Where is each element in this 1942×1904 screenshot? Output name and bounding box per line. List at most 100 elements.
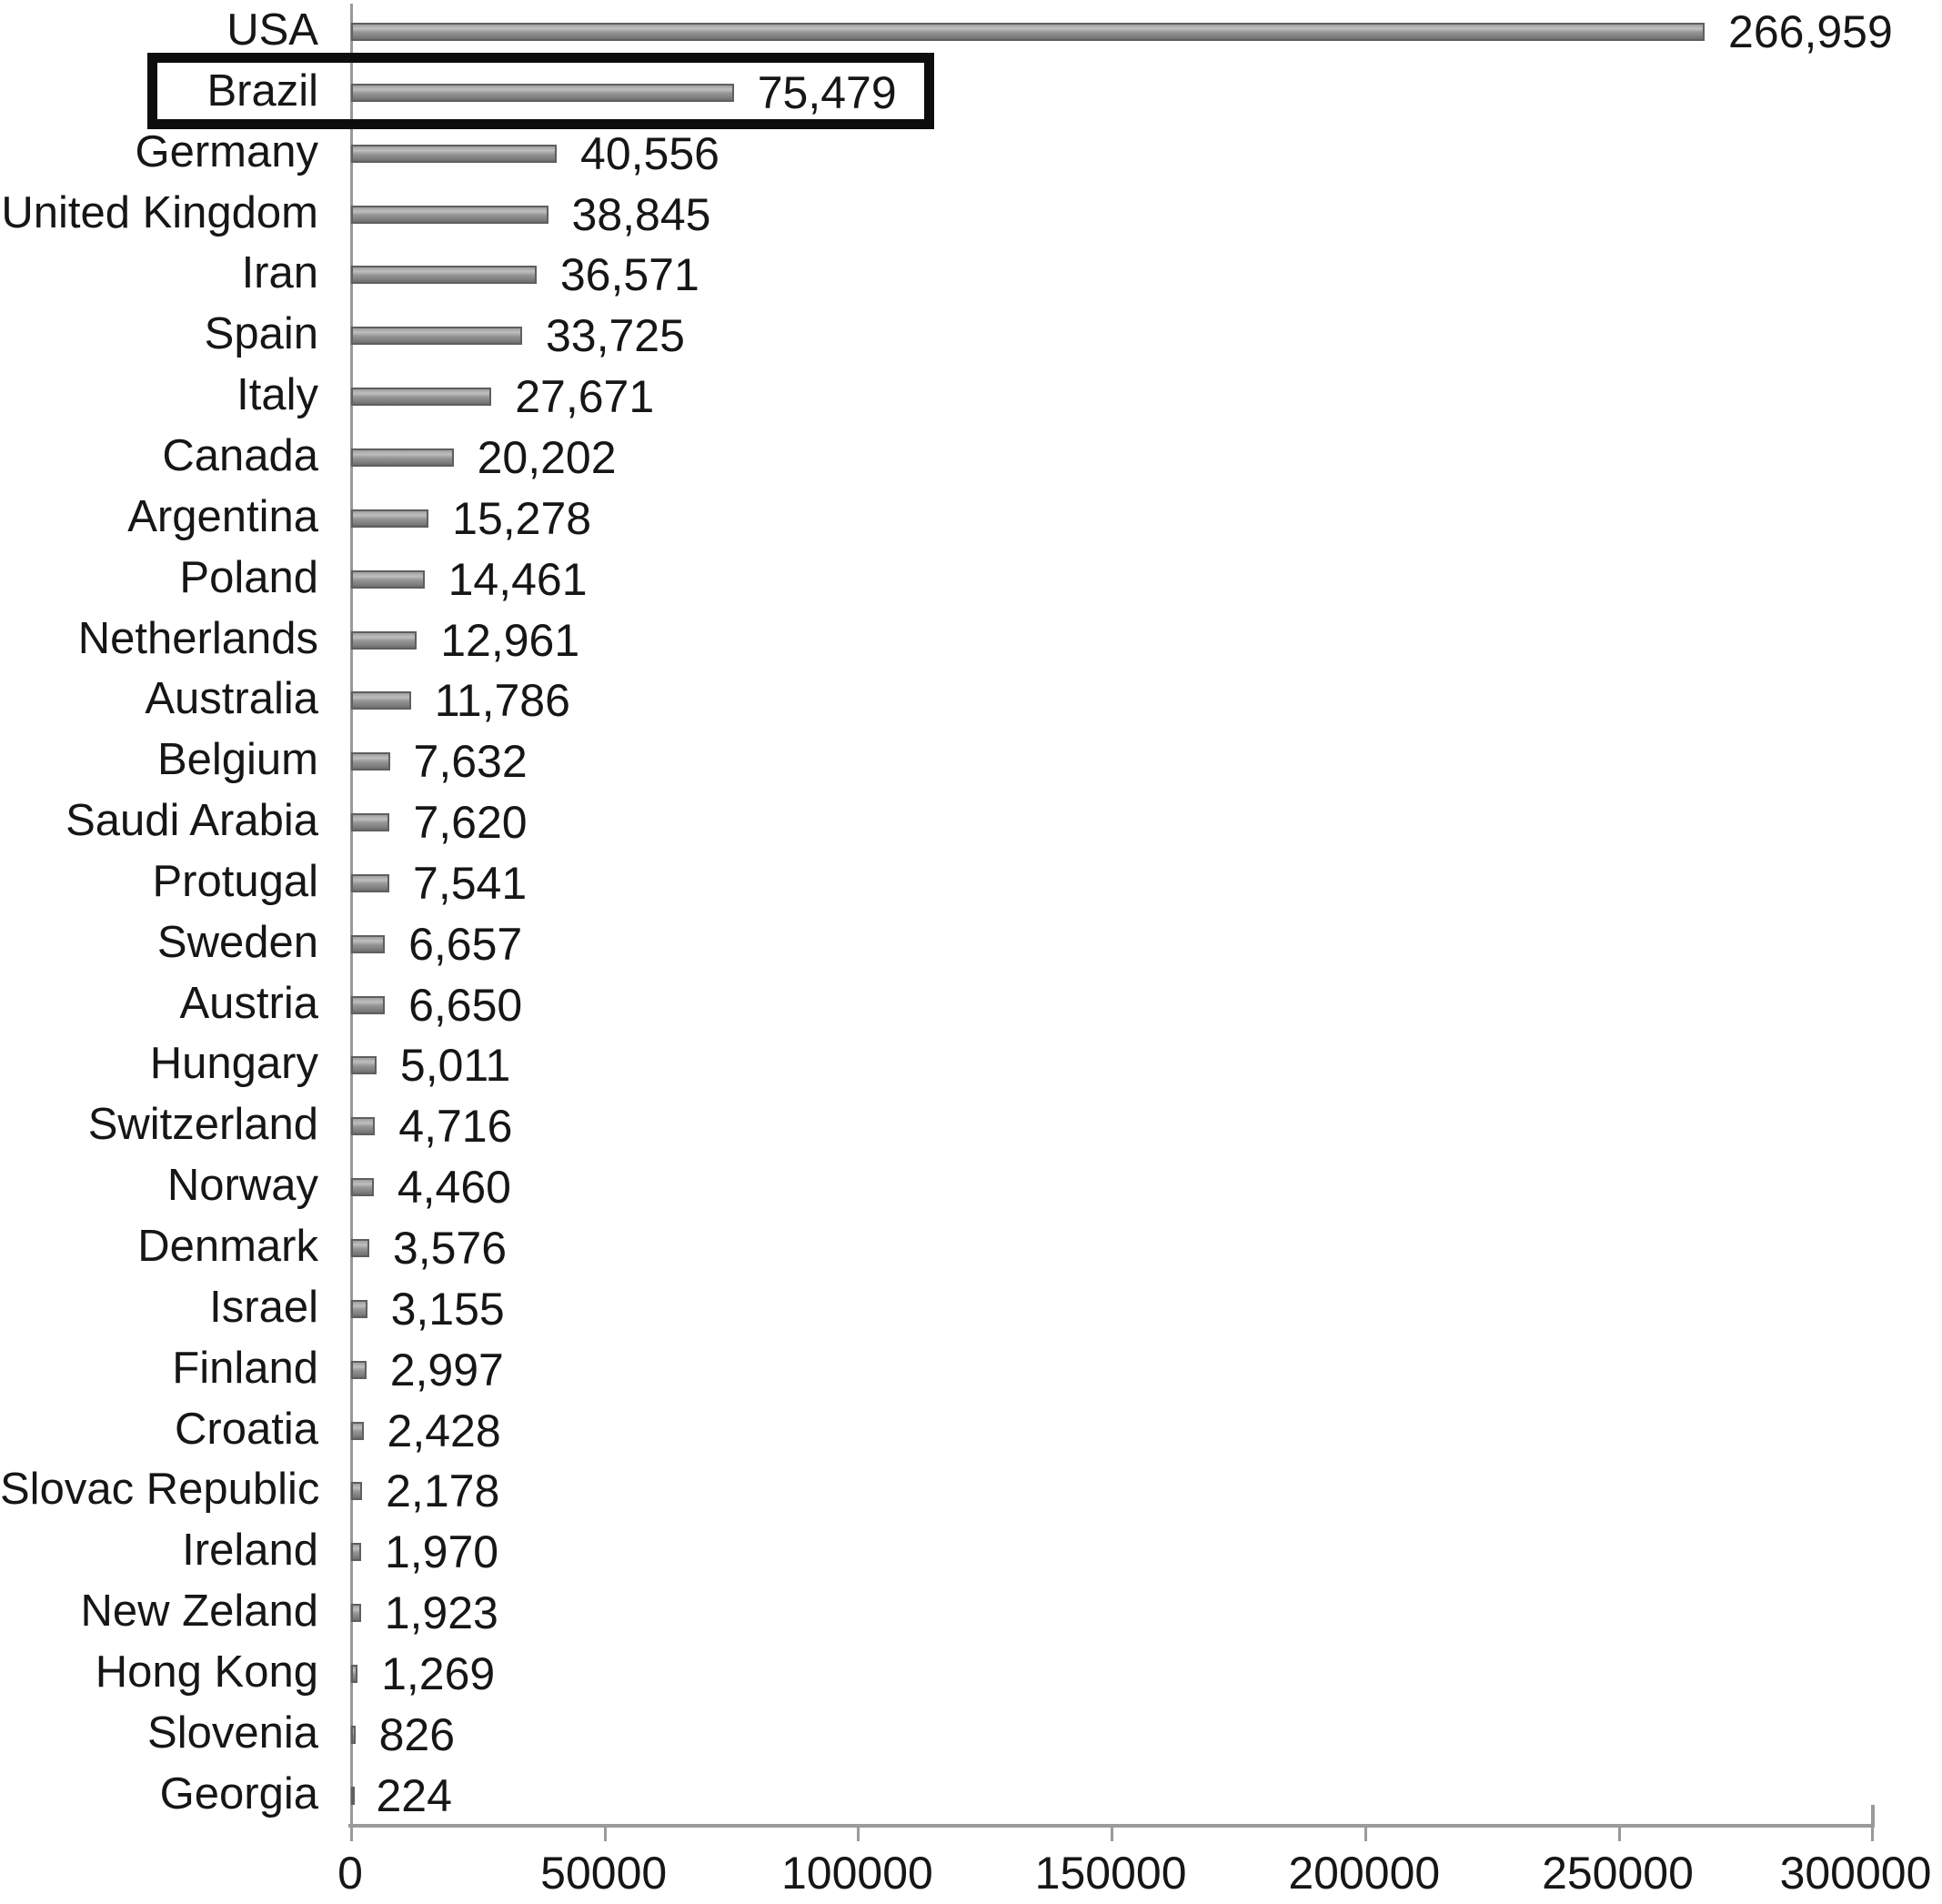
value-label-new-zeland: 1,923 <box>384 1587 498 1639</box>
bar-sweden <box>351 934 386 953</box>
country-label-united-kingdom: United Kingdom <box>1 187 318 237</box>
country-label-sweden: Sweden <box>156 917 318 967</box>
value-label-canada: 20,202 <box>477 431 617 483</box>
country-label-georgia: Georgia <box>159 1768 318 1818</box>
x-axis-line <box>348 1824 1876 1828</box>
bar-finland <box>351 1360 367 1379</box>
value-label-belgium: 7,632 <box>413 736 528 788</box>
value-label-saudi-arabia: 7,620 <box>413 797 528 849</box>
value-label-slovenia: 826 <box>378 1708 456 1760</box>
bar-croatia <box>351 1421 364 1440</box>
bar-israel <box>351 1299 367 1318</box>
value-label-australia: 11,786 <box>434 675 570 727</box>
x-axis-tick-50000 <box>603 1828 607 1841</box>
bar-slovenia <box>351 1725 356 1744</box>
country-label-belgium: Belgium <box>156 735 318 785</box>
bar-austria <box>351 995 386 1014</box>
value-label-germany: 40,556 <box>580 127 719 179</box>
bar-denmark <box>351 1239 369 1257</box>
value-label-spain: 33,725 <box>545 310 685 362</box>
value-label-hong-kong: 1,269 <box>381 1647 496 1699</box>
x-axis-end-cap <box>1871 1805 1876 1825</box>
value-label-poland: 14,461 <box>448 553 588 605</box>
bar-spain <box>351 327 522 346</box>
country-label-hong-kong: Hong Kong <box>95 1647 318 1697</box>
bar-usa <box>351 23 1706 41</box>
value-label-sweden: 6,657 <box>408 918 523 970</box>
x-axis-tick-label-50000: 50000 <box>540 1848 668 1899</box>
value-label-united-kingdom: 38,845 <box>571 188 711 240</box>
x-axis-tick-200000 <box>1363 1828 1367 1841</box>
country-label-austria: Austria <box>179 978 318 1028</box>
country-label-croatia: Croatia <box>175 1404 318 1454</box>
country-label-switzerland: Switzerland <box>87 1100 318 1150</box>
bar-norway <box>351 1178 374 1197</box>
bar-hong-kong <box>351 1664 358 1683</box>
country-label-brazil: Brazil <box>206 65 318 116</box>
bar-ireland <box>351 1543 361 1562</box>
bar-new-zeland <box>351 1604 361 1623</box>
bar-argentina <box>351 509 429 528</box>
bar-poland <box>351 569 425 589</box>
bar-slovac-republic <box>351 1482 363 1501</box>
bar-italy <box>351 388 492 407</box>
x-axis-tick-0 <box>350 1828 353 1841</box>
bar-united-kingdom <box>351 205 548 224</box>
country-label-argentina: Argentina <box>127 491 318 541</box>
bar-canada <box>351 448 454 467</box>
value-label-netherlands: 12,961 <box>440 614 580 666</box>
bar-saudi-arabia <box>351 813 390 832</box>
x-axis-tick-label-100000: 100000 <box>780 1848 933 1899</box>
bar-germany <box>351 144 558 163</box>
value-label-israel: 3,155 <box>390 1283 505 1335</box>
country-label-israel: Israel <box>209 1282 318 1332</box>
bar-hungary <box>351 1056 377 1075</box>
value-label-croatia: 2,428 <box>387 1405 501 1456</box>
country-label-netherlands: Netherlands <box>77 613 318 663</box>
value-label-slovac-republic: 2,178 <box>386 1466 500 1517</box>
value-label-georgia: 224 <box>376 1769 452 1821</box>
country-label-spain: Spain <box>204 309 318 359</box>
value-label-argentina: 15,278 <box>452 492 592 544</box>
value-label-iran: 36,571 <box>559 249 699 301</box>
country-label-poland: Poland <box>179 552 318 602</box>
value-label-ireland: 1,970 <box>384 1526 499 1578</box>
country-label-slovenia: Slovenia <box>147 1708 318 1758</box>
x-axis-tick-250000 <box>1617 1828 1621 1841</box>
country-label-saudi-arabia: Saudi Arabia <box>65 796 318 846</box>
country-label-canada: Canada <box>162 430 318 480</box>
value-label-brazil: 75,479 <box>757 66 897 118</box>
value-label-norway: 4,460 <box>397 1162 511 1214</box>
x-axis-tick-300000 <box>1871 1828 1875 1841</box>
bar-iran <box>351 266 537 285</box>
value-label-finland: 2,997 <box>389 1344 504 1395</box>
country-label-italy: Italy <box>236 370 318 420</box>
country-label-protugal: Protugal <box>152 856 318 906</box>
country-label-hungary: Hungary <box>149 1039 318 1089</box>
country-label-slovac-republic: Slovac Republic <box>0 1465 320 1515</box>
country-label-denmark: Denmark <box>137 1222 318 1271</box>
y-axis-line <box>350 4 353 1828</box>
bar-switzerland <box>351 1117 376 1136</box>
bar-netherlands <box>351 630 418 650</box>
country-label-finland: Finland <box>172 1343 318 1393</box>
value-label-hungary: 5,011 <box>399 1040 511 1092</box>
bar-belgium <box>351 752 390 771</box>
x-axis-tick-label-0: 0 <box>337 1848 363 1899</box>
x-axis-tick-100000 <box>857 1828 860 1841</box>
country-label-germany: Germany <box>135 126 318 176</box>
country-label-new-zeland: New Zeland <box>80 1587 318 1637</box>
country-label-usa: USA <box>226 5 318 55</box>
x-axis-tick-label-300000: 300000 <box>1779 1848 1932 1899</box>
country-label-ireland: Ireland <box>182 1526 318 1576</box>
brazil-highlight-box <box>147 52 934 129</box>
value-label-denmark: 3,576 <box>392 1223 508 1274</box>
bar-georgia <box>351 1786 355 1805</box>
x-axis-tick-label-250000: 250000 <box>1542 1848 1694 1899</box>
value-label-usa: 266,959 <box>1728 6 1893 57</box>
bar-australia <box>351 691 411 710</box>
x-axis-tick-label-200000: 200000 <box>1288 1848 1441 1899</box>
value-label-austria: 6,650 <box>408 979 523 1031</box>
value-label-protugal: 7,541 <box>413 857 528 909</box>
